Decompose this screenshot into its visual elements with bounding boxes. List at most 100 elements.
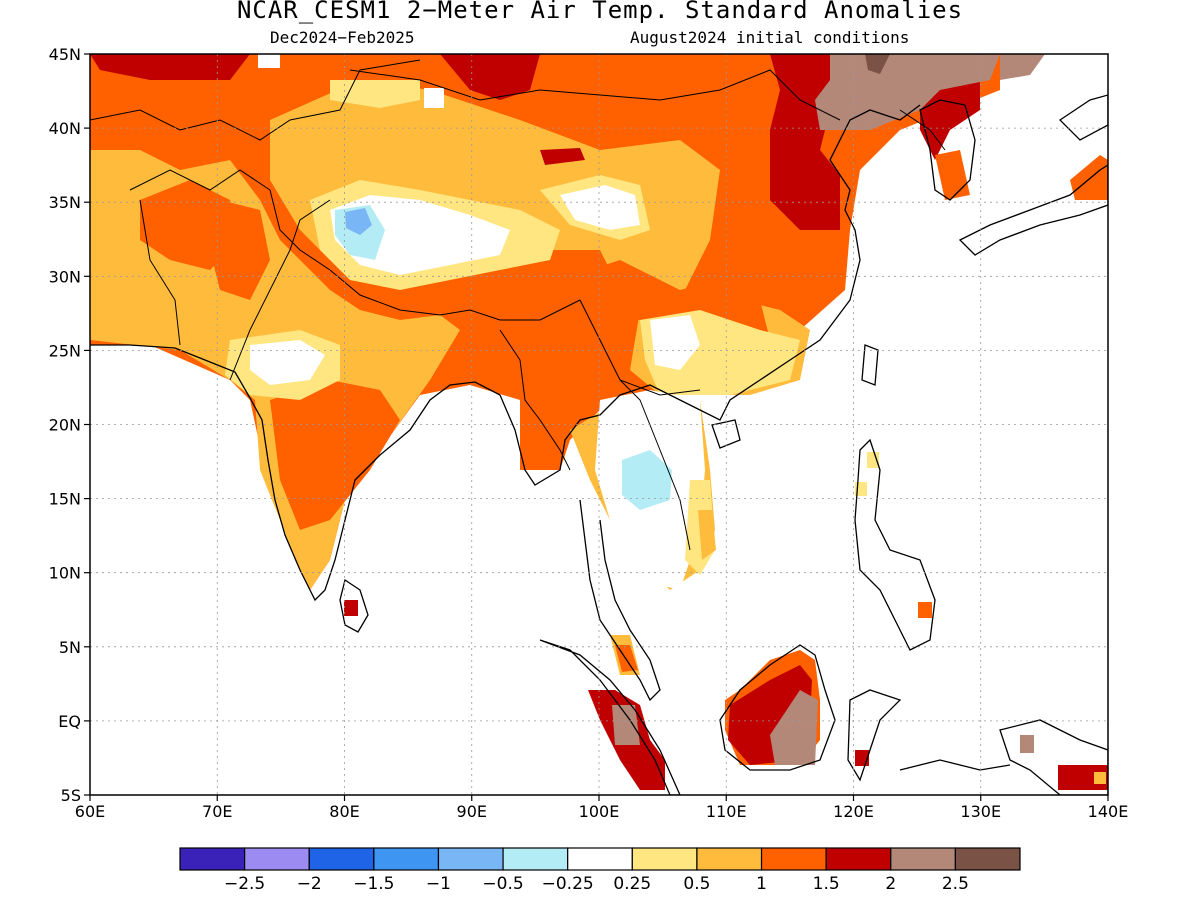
gridlines [90, 54, 1108, 795]
anomaly-cell-papua-2 [1094, 772, 1106, 784]
colorbar-label: 0.5 [683, 874, 710, 894]
tick-label-lat: 10N [49, 564, 81, 583]
anomaly-region-brown-manchuria [815, 54, 1000, 130]
anomaly-cell-sri-lanka [344, 600, 358, 616]
colorbar-swatch [825, 847, 892, 871]
colorbar-swatch [890, 847, 956, 871]
coastline-japan [958, 164, 1108, 256]
coastlines [90, 94, 1108, 795]
forecast-period: Dec2024−Feb2025 [270, 28, 415, 47]
border-china-mongolia [349, 69, 841, 121]
coastline-borneo [719, 644, 836, 771]
colorbar-swatch [373, 847, 440, 871]
coastline-philippines [854, 438, 936, 651]
anomaly-region-white-ganges [250, 340, 325, 385]
anomaly-region-orange-pakistan [210, 200, 270, 300]
colorbar-label: −2.5 [224, 874, 265, 894]
anomaly-region-darkred-mongolia [90, 54, 250, 80]
tick-label-lat: 20N [49, 416, 81, 435]
anomaly-region-brown-primorye [1000, 54, 1045, 80]
colorbar-swatch [502, 847, 569, 871]
coastline-hainan [711, 419, 741, 449]
coastline-hokkaido [1058, 94, 1108, 141]
border-central-asia [90, 59, 421, 141]
anomaly-region-borneo-brown [770, 690, 818, 765]
axis-ticks: 60E 70E 80E 90E 100E 110E 120E 130E 140E 45N 40N 35… [49, 45, 1129, 821]
tick-label-lon: 100E [579, 802, 620, 821]
border-korea [899, 109, 946, 151]
coastline-sumatra [539, 639, 681, 795]
anomaly-region-lightorange-vietnam [698, 510, 716, 560]
map-title: NCAR_CESM1 2−Meter Air Temp. Standard An… [236, 0, 964, 24]
coastline-lesser-sunda [899, 759, 1011, 771]
colorbar-swatch [954, 847, 1021, 871]
colorbar-label: −1.5 [353, 874, 394, 894]
colorbar-swatch [244, 847, 310, 871]
border-indochina [579, 299, 691, 551]
colorbar-label: 1 [756, 874, 767, 894]
initial-conditions: August2024 initial conditions [630, 28, 910, 47]
anomaly-region-darkbrown-manchuria [865, 54, 890, 74]
anomaly-region-blue-tibet [345, 208, 372, 235]
border-china-vietnam [619, 379, 701, 396]
colorbar-label: 2.5 [942, 874, 969, 894]
coastline-korea [919, 99, 976, 201]
colorbar: −2.5 −2 −1.5 −1 −0.5 −0.25 0.25 0.5 1 1.5 2 2.5 [179, 847, 1021, 894]
colorbar-label: −0.25 [542, 874, 594, 894]
border-himalaya [329, 269, 581, 321]
anomaly-region-darkred-east-tibet [540, 148, 585, 165]
anomaly-region-white-north-1 [258, 54, 280, 68]
colorbar-swatch [567, 847, 633, 871]
colorbar-swatch [437, 847, 504, 871]
coastline-malay-peninsula [579, 499, 661, 702]
colorbar-swatch [760, 847, 827, 871]
tick-label-lat: EQ [58, 712, 81, 731]
anomaly-region-white-south-china [650, 315, 700, 370]
colorbar-swatch [696, 847, 763, 871]
colorbar-label: 0.25 [613, 874, 651, 894]
border-myanmar [499, 329, 571, 471]
tick-label-lon: 70E [202, 802, 232, 821]
colorbar-label: 1.5 [813, 874, 840, 894]
anomaly-region-orange-korea [935, 150, 970, 200]
tick-label-lon: 110E [706, 802, 747, 821]
tick-label-lon: 80E [329, 802, 359, 821]
colorbar-swatch [631, 847, 698, 871]
anomaly-region-lightblue-thailand [622, 450, 672, 510]
country-borders [90, 59, 946, 551]
anomaly-region-white-qinghai [560, 185, 640, 230]
tick-label-lat: 30N [49, 267, 81, 286]
anomaly-region-white-north-2 [424, 88, 444, 108]
tick-label-lon: 140E [1088, 802, 1129, 821]
colorbar-swatch [308, 847, 375, 871]
tick-label-lat: 45N [49, 45, 81, 64]
anomaly-region-orange-india-central [270, 380, 400, 530]
colorbar-label: 2 [885, 874, 896, 894]
anomaly-region-sumatra-brown [612, 705, 640, 745]
colorbar-label: −2 [297, 874, 322, 894]
anomaly-field [90, 54, 1108, 790]
tick-label-lat: 35N [49, 193, 81, 212]
tick-label-lon: 60E [75, 802, 105, 821]
anomaly-region-darkred-north [440, 54, 540, 100]
border-afghan-pak [129, 169, 331, 271]
anomaly-cell-mindanao [918, 602, 932, 618]
colorbar-label: −1 [426, 874, 451, 894]
colorbar-label: −0.5 [482, 874, 523, 894]
coastline-taiwan [861, 344, 879, 386]
colorbar-swatch [179, 847, 246, 871]
tick-label-lat: 25N [49, 341, 81, 360]
tick-label-lon: 90E [457, 802, 487, 821]
border-iran-pak [139, 199, 181, 346]
coastline-arabia-india [90, 104, 921, 602]
coastline-sri-lanka [339, 578, 369, 633]
coastline-sulawesi [847, 689, 902, 782]
anomaly-cell-papua-1 [1020, 735, 1034, 753]
tick-label-lon: 130E [960, 802, 1001, 821]
border-india-pak [229, 199, 331, 381]
tick-label-lat: 40N [49, 119, 81, 138]
tick-label-lat: 15N [49, 490, 81, 509]
tick-label-lat: 5N [59, 638, 81, 657]
coastline-new-guinea [999, 719, 1108, 795]
